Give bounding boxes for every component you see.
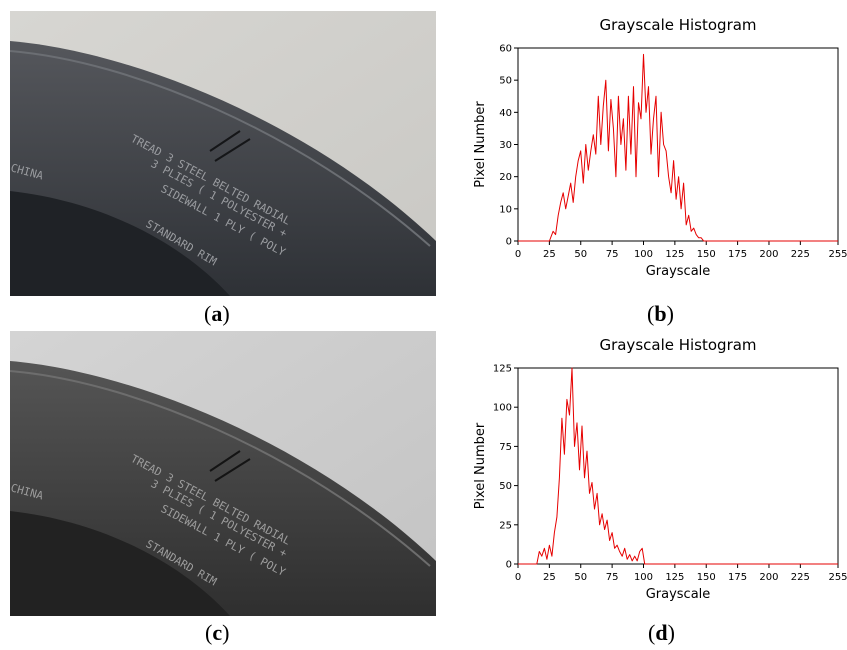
caption-b-letter: b [654, 301, 667, 326]
chart0-xlabel: Grayscale [646, 264, 711, 279]
tire-photo-a-image: CHINA TREAD 3 STEEL BELTED RADIAL 3 PLIE… [10, 11, 436, 296]
chart0-xtick-label: 25 [543, 249, 556, 260]
chart1-xtick-label: 100 [634, 572, 653, 583]
chart1-xtick-label: 200 [759, 572, 778, 583]
chart1-ytick-label: 100 [493, 403, 512, 414]
chart0-ytick-label: 0 [506, 237, 512, 248]
chart1-xtick-label: 150 [697, 572, 716, 583]
chart1-ytick-label: 25 [499, 520, 512, 531]
chart0-title: Grayscale Histogram [599, 16, 756, 34]
chart1-xlabel: Grayscale [646, 587, 711, 602]
chart1-ytick-label: 125 [493, 364, 512, 375]
chart0-ylabel: Pixel Number [473, 101, 488, 188]
caption-a: (a) [204, 301, 230, 326]
caption-a-letter: a [211, 301, 223, 326]
histogram-b: Grayscale Histogram 0 25 50 75 100 125 150 175 20… [468, 8, 847, 308]
chart0-ytick-label: 40 [499, 108, 512, 119]
histogram-d: Grayscale Histogram 0 25 50 75 100 125 150 175 20… [468, 327, 847, 627]
chart1-ytick-label: 50 [499, 481, 512, 492]
chart0-xtick-label: 150 [697, 249, 716, 260]
chart0-xtick-label: 75 [606, 249, 619, 260]
chart1-xtick-label: 175 [728, 572, 747, 583]
chart0-ytick-label: 60 [499, 44, 512, 55]
tire-photo-a: CHINA TREAD 3 STEEL BELTED RADIAL 3 PLIE… [10, 11, 436, 296]
chart1-plot-frame [517, 367, 839, 565]
chart0-xtick-label: 255 [828, 249, 847, 260]
chart0-ytick-label: 10 [499, 204, 512, 215]
tire-photo-c-image: CHINA TREAD 3 STEEL BELTED RADIAL 3 PLIE… [10, 331, 436, 616]
chart1-ytick-label: 0 [506, 560, 512, 571]
caption-d-letter: d [655, 620, 668, 645]
caption-d: (d) [648, 620, 675, 645]
chart1-xtick-label: 75 [606, 572, 619, 583]
caption-c-letter: c [212, 620, 223, 645]
chart1-xtick-label: 0 [515, 572, 521, 583]
chart1-series-line [518, 367, 838, 565]
chart0-xtick-label: 0 [515, 249, 521, 260]
chart1-xtick-label: 125 [665, 572, 684, 583]
chart0-xtick-label: 200 [759, 249, 778, 260]
chart0-plot-frame [517, 47, 839, 242]
chart1-xtick-label: 225 [791, 572, 810, 583]
chart0-xtick-label: 100 [634, 249, 653, 260]
caption-c: (c) [205, 620, 230, 645]
caption-b: (b) [647, 301, 674, 326]
chart0-xtick-label: 225 [791, 249, 810, 260]
chart1-xtick-label: 25 [543, 572, 556, 583]
chart1-xtick-label: 255 [828, 572, 847, 583]
chart1-ylabel: Pixel Number [473, 422, 488, 509]
chart1-xtick-label: 50 [574, 572, 587, 583]
chart1-ytick-label: 75 [499, 442, 512, 453]
chart0-ytick-label: 50 [499, 76, 512, 87]
chart0-xtick-label: 175 [728, 249, 747, 260]
chart0-series-line [518, 53, 838, 242]
chart0-xtick-label: 125 [665, 249, 684, 260]
chart0-ytick-label: 20 [499, 172, 512, 183]
chart0-ytick-label: 30 [499, 140, 512, 151]
chart0-xtick-label: 50 [574, 249, 587, 260]
tire-photo-c: CHINA TREAD 3 STEEL BELTED RADIAL 3 PLIE… [10, 331, 436, 616]
chart1-title: Grayscale Histogram [599, 336, 756, 354]
